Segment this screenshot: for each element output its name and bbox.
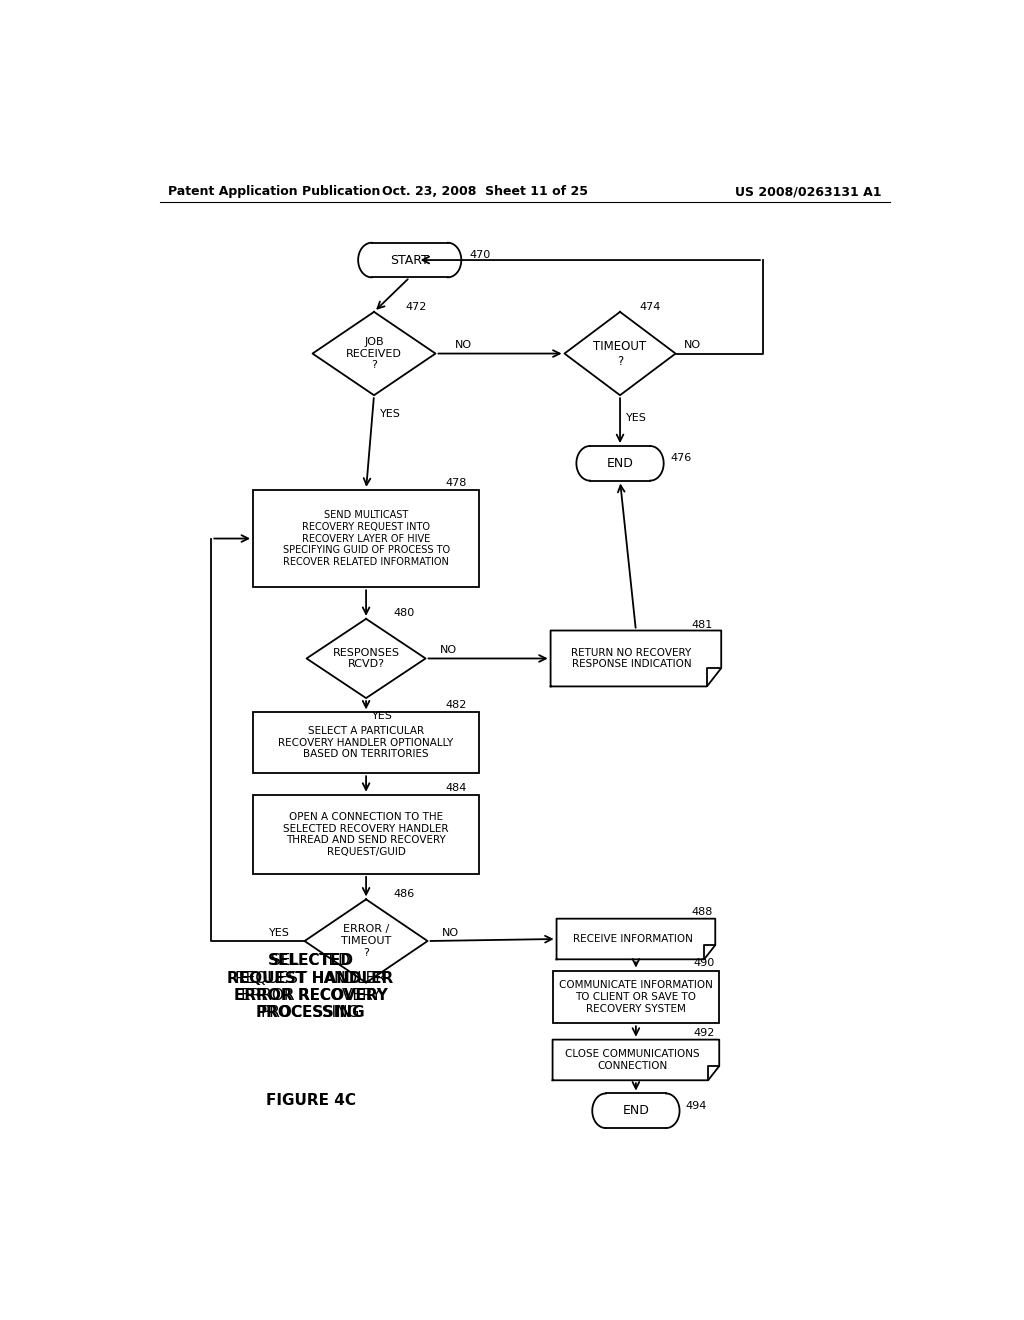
Text: ERROR /
TIMEOUT
?: ERROR / TIMEOUT ?	[341, 924, 391, 957]
Circle shape	[637, 446, 664, 480]
Circle shape	[577, 446, 603, 480]
Text: OPEN A CONNECTION TO THE
SELECTED RECOVERY HANDLER
THREAD AND SEND RECOVERY
REQU: OPEN A CONNECTION TO THE SELECTED RECOVE…	[284, 812, 449, 857]
Text: SELECTED
REQUEST HANDLER
ERROR RECOVERY
PROCESSING: SELECTED REQUEST HANDLER ERROR RECOVERY …	[227, 953, 393, 1020]
Text: 490: 490	[693, 958, 715, 969]
Text: END: END	[606, 457, 634, 470]
Polygon shape	[553, 1040, 719, 1080]
Text: 486: 486	[394, 890, 415, 899]
Text: SELECTED
REQUEST HANDLER
ERROR RECOVERY
PROCESSING: SELECTED REQUEST HANDLER ERROR RECOVERY …	[236, 953, 386, 1020]
Polygon shape	[551, 631, 721, 686]
Text: TIMEOUT
?: TIMEOUT ?	[594, 339, 646, 367]
Text: 470: 470	[469, 249, 490, 260]
Text: RECEIVE INFORMATION: RECEIVE INFORMATION	[572, 935, 692, 944]
Text: YES: YES	[373, 711, 393, 722]
Text: YES: YES	[380, 408, 401, 418]
Circle shape	[652, 1093, 680, 1129]
Text: 480: 480	[394, 607, 415, 618]
Text: 482: 482	[445, 700, 467, 710]
Polygon shape	[304, 899, 428, 982]
Text: 474: 474	[640, 302, 662, 312]
Text: 488: 488	[691, 907, 713, 916]
Polygon shape	[564, 312, 676, 395]
Text: 476: 476	[670, 453, 691, 463]
Circle shape	[592, 1093, 620, 1129]
Text: NO: NO	[456, 341, 472, 350]
Text: 494: 494	[686, 1101, 708, 1110]
Text: 484: 484	[445, 783, 467, 792]
Text: SEND MULTICAST
RECOVERY REQUEST INTO
RECOVERY LAYER OF HIVE
SPECIFYING GUID OF P: SEND MULTICAST RECOVERY REQUEST INTO REC…	[283, 511, 450, 566]
Text: 492: 492	[693, 1027, 715, 1038]
Circle shape	[434, 243, 461, 277]
Text: YES: YES	[627, 413, 647, 422]
Text: US 2008/0263131 A1: US 2008/0263131 A1	[735, 185, 882, 198]
Text: FIGURE 4C: FIGURE 4C	[265, 1093, 355, 1107]
Bar	[553, 970, 719, 1023]
Polygon shape	[312, 312, 435, 395]
Bar	[253, 490, 479, 587]
Text: START: START	[390, 253, 429, 267]
Bar	[253, 795, 479, 874]
Text: CLOSE COMMUNICATIONS
CONNECTION: CLOSE COMMUNICATIONS CONNECTION	[565, 1049, 699, 1071]
Text: NO: NO	[442, 928, 459, 939]
Text: COMMUNICATE INFORMATION
TO CLIENT OR SAVE TO
RECOVERY SYSTEM: COMMUNICATE INFORMATION TO CLIENT OR SAV…	[559, 981, 713, 1014]
Text: 472: 472	[406, 302, 427, 312]
Text: 478: 478	[445, 478, 467, 487]
Text: JOB
RECEIVED
?: JOB RECEIVED ?	[346, 337, 402, 370]
Text: 481: 481	[691, 620, 713, 630]
FancyBboxPatch shape	[372, 243, 447, 277]
Text: NO: NO	[684, 341, 700, 350]
Text: NO: NO	[440, 645, 457, 655]
Text: Oct. 23, 2008  Sheet 11 of 25: Oct. 23, 2008 Sheet 11 of 25	[382, 185, 588, 198]
Text: YES: YES	[269, 928, 290, 939]
FancyBboxPatch shape	[590, 446, 650, 480]
Polygon shape	[557, 919, 715, 960]
Bar	[253, 713, 479, 774]
Text: RESPONSES
RCVD?: RESPONSES RCVD?	[333, 648, 399, 669]
Text: RETURN NO RECOVERY
RESPONSE INDICATION: RETURN NO RECOVERY RESPONSE INDICATION	[571, 648, 692, 669]
FancyBboxPatch shape	[606, 1093, 666, 1129]
Text: Patent Application Publication: Patent Application Publication	[168, 185, 380, 198]
Circle shape	[358, 243, 385, 277]
Text: END: END	[623, 1105, 649, 1117]
Polygon shape	[306, 619, 426, 698]
Text: SELECT A PARTICULAR
RECOVERY HANDLER OPTIONALLY
BASED ON TERRITORIES: SELECT A PARTICULAR RECOVERY HANDLER OPT…	[279, 726, 454, 759]
